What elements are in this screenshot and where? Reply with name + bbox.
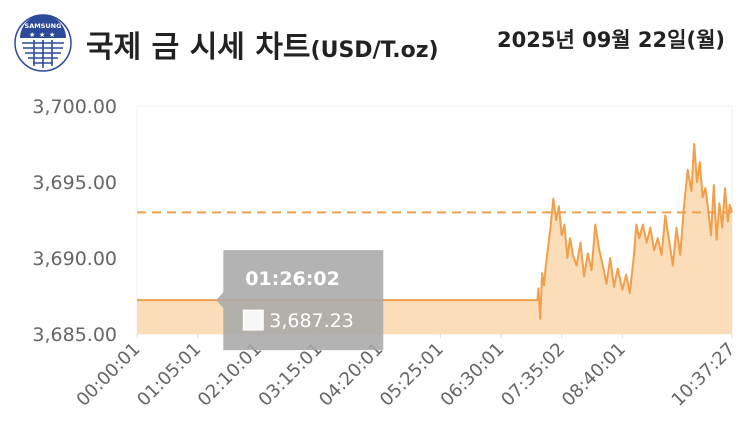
tooltip-swatch xyxy=(242,309,264,331)
y-tick-label: 3,685.00 xyxy=(32,324,117,346)
y-tick-label: 3,690.00 xyxy=(32,248,117,270)
y-tick-label: 3,700.00 xyxy=(32,96,117,118)
y-tick-label: 3,695.00 xyxy=(32,172,117,194)
tooltip-time: 01:26:02 xyxy=(245,268,340,290)
chart-date: 2025년 09월 22일(월) xyxy=(497,28,725,52)
svg-text:★: ★ xyxy=(39,31,45,39)
svg-text:★: ★ xyxy=(29,31,35,39)
y-axis: 3,685.00 3,690.00 3,695.00 3,700.00 xyxy=(32,96,117,346)
svg-text:★: ★ xyxy=(49,31,55,39)
chart-title-text: 국제 금 시세 차트 xyxy=(86,30,311,65)
x-tick-label: 06:30:01 xyxy=(437,339,509,411)
price-area xyxy=(137,144,732,334)
tooltip-value: 3,687.23 xyxy=(269,310,354,332)
chart-unit: (USD/T.oz) xyxy=(310,38,439,63)
samsung-logo: SAMSUNG ★ ★ ★ xyxy=(14,14,72,72)
x-tick-label: 08:40:01 xyxy=(558,339,630,411)
x-tick-label: 10:37:27 xyxy=(668,339,740,411)
series-layer xyxy=(137,143,733,334)
x-tick-label: 07:35:02 xyxy=(497,339,569,411)
chart-tooltip: 01:26:02 3,687.23 xyxy=(216,250,384,351)
chart-header: SAMSUNG ★ ★ ★ 국제 금 시세 차트(USD/T.oz) 2025년… xyxy=(0,0,743,80)
x-tick-label: 01:05:01 xyxy=(133,339,205,411)
chart-title: 국제 금 시세 차트(USD/T.oz) xyxy=(86,22,439,66)
x-axis: 00:00:0101:05:0102:10:0103:15:0104:20:01… xyxy=(73,334,740,411)
x-tick-label: 00:00:01 xyxy=(73,339,145,411)
tooltip-background xyxy=(216,250,384,351)
x-tick-label: 05:25:01 xyxy=(376,339,448,411)
svg-text:SAMSUNG: SAMSUNG xyxy=(25,22,62,30)
